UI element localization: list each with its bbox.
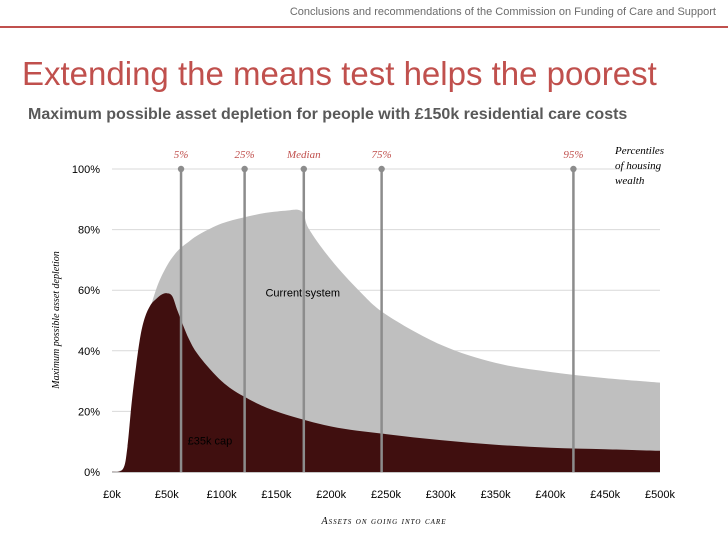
x-tick-labels: £0k £50k £100k £150k £200k £250k £300k £350k £40…: [103, 489, 675, 501]
x-tick-3: £150k: [261, 489, 291, 501]
x-tick-0: £0k: [103, 489, 121, 501]
percentile-dot-2: [300, 165, 307, 173]
area-series: [112, 209, 660, 472]
y-tick-2: 40%: [78, 346, 100, 358]
percentile-dot-3: [378, 165, 385, 173]
x-tick-2: £100k: [207, 489, 237, 501]
slide-subtitle: Maximum possible asset depletion for peo…: [28, 106, 628, 123]
percentile-label-2: Median: [286, 149, 321, 161]
y-tick-3: 60%: [78, 285, 100, 297]
percentile-label-1: 25%: [235, 149, 255, 161]
y-tick-4: 80%: [78, 225, 100, 237]
percentile-markers: 5% 25% Median 75% 95% Percentiles of housing we…: [174, 145, 664, 472]
x-tick-9: £450k: [590, 489, 620, 501]
percentile-dot-4: [570, 165, 577, 173]
y-tick-1: 20%: [78, 406, 100, 418]
x-tick-7: £350k: [481, 489, 511, 501]
y-axis-title: Maximum possible asset depletion: [51, 251, 62, 389]
chart-annotations: Current system £35k cap: [188, 287, 340, 447]
header-divider: [0, 26, 728, 28]
x-tick-1: £50k: [155, 489, 179, 501]
x-tick-5: £250k: [371, 489, 401, 501]
slide-title: Extending the means test helps the poore…: [22, 55, 657, 92]
y-tick-0: 0%: [84, 467, 100, 479]
percentile-dot-0: [177, 165, 185, 173]
percentile-label-3: 75%: [372, 149, 392, 161]
y-tick-labels: 0% 20% 40% 60% 80% 100%: [72, 164, 100, 479]
annotation-0: Current system: [265, 287, 340, 299]
x-tick-10: £500k: [645, 489, 675, 501]
y-tick-5: 100%: [72, 164, 100, 176]
percentile-label-4: 95%: [563, 149, 583, 161]
x-tick-6: £300k: [426, 489, 456, 501]
x-tick-4: £200k: [316, 489, 346, 501]
header-note: Conclusions and recommendations of the C…: [289, 6, 716, 18]
x-axis-title: Assets on going into care: [321, 516, 447, 527]
percentile-dot-1: [241, 165, 248, 173]
x-tick-8: £400k: [535, 489, 565, 501]
percentile-label-0: 5%: [174, 149, 189, 161]
series-area-1: [112, 293, 660, 472]
annotation-1: £35k cap: [188, 436, 233, 448]
percentile-title: Percentiles of housing wealth: [614, 145, 664, 187]
